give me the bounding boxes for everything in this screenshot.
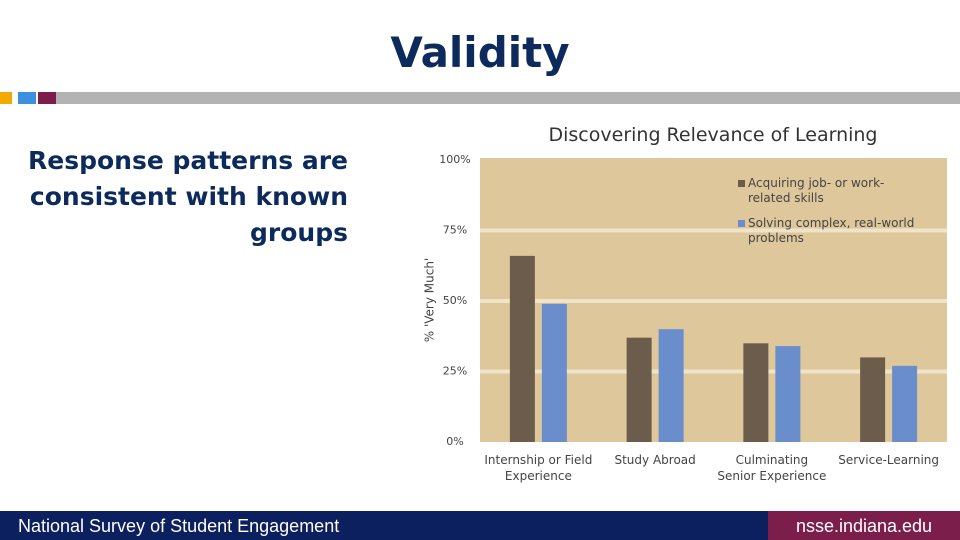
body-text: Response patterns are consistent with kn… (28, 146, 348, 247)
legend-swatch (738, 220, 745, 227)
x-tick-label: Study Abroad (614, 453, 696, 467)
footer-text: National Survey of Student Engagement (18, 516, 340, 536)
bar (860, 357, 886, 442)
y-tick-label: 25% (443, 365, 467, 378)
footer-link: nsse.indiana.edu (795, 516, 933, 536)
footer-accent (768, 511, 960, 540)
y-tick-label: 0% (446, 435, 463, 448)
legend-label: Acquiring job- or work-related skills (748, 176, 885, 205)
legend-box (733, 170, 933, 250)
bar (892, 365, 918, 442)
bar (743, 343, 769, 442)
bar (509, 255, 535, 442)
x-tick-label: Internship or Field Experience (484, 453, 593, 483)
y-axis-label: % 'Very Much' (423, 258, 437, 343)
deco (38, 92, 56, 104)
x-tick-label: Culminating Senior Experience (717, 453, 827, 483)
y-tick-label: 50% (443, 294, 467, 307)
legend-swatch (738, 180, 745, 187)
bar (626, 337, 652, 442)
bar (658, 329, 684, 442)
deco (18, 92, 36, 104)
deco (56, 92, 960, 104)
legend-label: Solving complex, real-world problems (748, 216, 915, 245)
x-tick-label: Service-Learning (838, 453, 940, 467)
y-tick-label: 75% (443, 224, 467, 237)
bar (775, 346, 801, 442)
bar (541, 303, 567, 442)
slide-title: Validity (390, 28, 570, 77)
deco (0, 92, 12, 104)
y-tick-label: 100% (439, 153, 470, 166)
chart-title: Discovering Relevance of Learning (548, 124, 878, 146)
